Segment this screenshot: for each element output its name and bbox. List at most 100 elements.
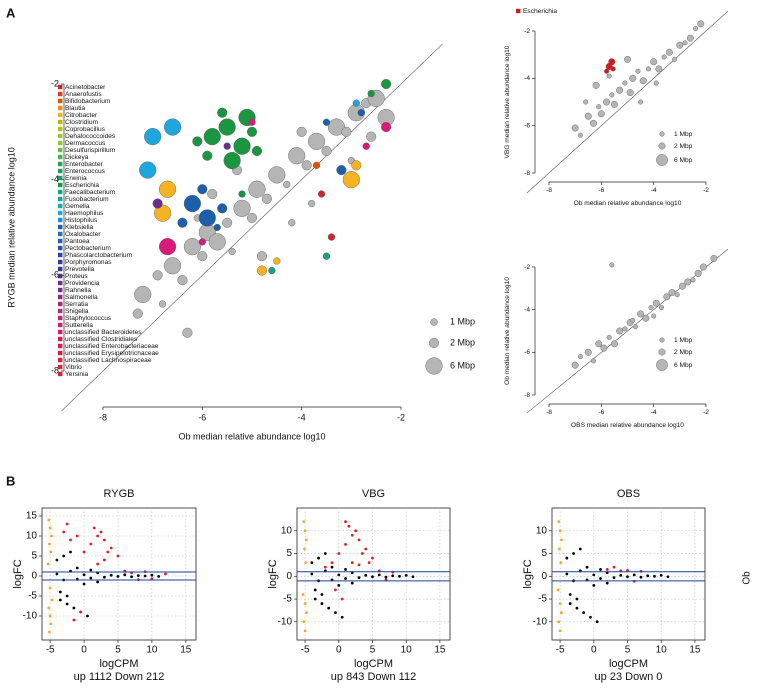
legend-swatch: [58, 210, 63, 216]
bubble: [192, 136, 203, 147]
x-tick-label: 0: [336, 645, 342, 656]
bubble: [616, 327, 624, 335]
bubble: [624, 55, 631, 63]
point: [350, 533, 354, 537]
bubble: [198, 209, 216, 227]
point: [565, 556, 569, 560]
chart-subtitle: up 23 Down 0: [595, 671, 663, 683]
legend-label: unclassified Erysipelotrichaceae: [65, 350, 159, 357]
bubble: [609, 262, 615, 268]
legend-label: Klebsiella: [65, 224, 94, 231]
point: [589, 615, 592, 619]
bubble: [233, 199, 251, 217]
y-tick-label: 5: [286, 548, 292, 559]
bubble: [362, 142, 370, 150]
bubble: [223, 152, 241, 170]
legend-swatch: [58, 224, 63, 230]
point: [344, 577, 347, 580]
bubble: [159, 180, 177, 198]
x-tick-label: -6: [598, 409, 604, 416]
legend-swatch: [58, 280, 63, 286]
bubble: [139, 161, 157, 179]
legend-swatch: [58, 119, 63, 125]
point: [619, 573, 623, 577]
chart-subtitle: up 1112 Down 212: [74, 671, 165, 683]
legend-label: Anaerofustis: [65, 91, 102, 98]
bubble: [629, 74, 637, 82]
bubble: [661, 54, 667, 60]
bubble: [256, 251, 267, 262]
point: [48, 542, 51, 546]
x-tick-label: -4: [298, 412, 306, 422]
point: [72, 618, 76, 622]
chart-title: RYGB: [104, 488, 135, 500]
legend-swatch: [58, 196, 63, 202]
legend-swatch: [58, 364, 63, 370]
point: [344, 543, 347, 546]
legend-swatch: [58, 98, 63, 104]
bubble: [584, 348, 592, 356]
y-tick-label: 10: [536, 525, 548, 536]
bubble: [652, 299, 660, 307]
bubble: [592, 81, 600, 89]
bubble: [159, 238, 177, 256]
legend-swatch: [58, 371, 63, 377]
point: [92, 526, 96, 530]
size-legend-circle: [656, 359, 668, 371]
legend-label: Salmonella: [65, 294, 98, 301]
size-legend-label: 2 Mbp: [450, 337, 475, 347]
x-tick-label: -4: [651, 409, 657, 416]
bubble: [154, 204, 172, 222]
bubble: [159, 300, 167, 308]
bubble: [223, 142, 231, 150]
legend-label: Dermacoccus: [65, 140, 106, 147]
plot-frame: [551, 507, 706, 641]
x-tick-label: 15: [689, 645, 701, 656]
point: [565, 572, 569, 576]
legend-swatch: [58, 238, 63, 244]
point: [116, 554, 120, 558]
point: [75, 566, 79, 570]
y-tick-label: -5: [28, 591, 37, 602]
bubble: [327, 118, 345, 136]
y-tick-label: 15: [26, 511, 38, 522]
bubble: [164, 257, 182, 275]
point: [58, 598, 62, 602]
size-legend-circle: [658, 348, 666, 356]
legend-label: Oxalobacter: [65, 231, 101, 238]
legend-label: Enterobacter: [65, 161, 104, 168]
legend-label: Porphyromonas: [65, 259, 112, 266]
legend-swatch: [58, 245, 63, 251]
x-axis-label: logCPM: [354, 658, 393, 670]
bubble: [616, 86, 624, 94]
legend-label: Fusobacterium: [65, 196, 109, 203]
legend-label: Prevotella: [65, 266, 95, 273]
point: [65, 522, 69, 526]
point: [310, 561, 314, 565]
point: [632, 573, 636, 577]
y-tick-label: -2: [51, 78, 59, 88]
bubble: [676, 41, 684, 49]
point: [305, 611, 308, 615]
point: [49, 550, 53, 554]
legend-swatch: [58, 175, 63, 181]
bubble: [637, 310, 645, 318]
legend-label: Coprobacillus: [65, 126, 106, 133]
point: [62, 530, 66, 534]
x-tick-label: -8: [546, 187, 552, 194]
bubble: [301, 160, 312, 171]
point: [109, 573, 113, 577]
bubble: [351, 160, 362, 171]
legend-label: Serratia: [65, 301, 88, 308]
y-tick-label: -4: [51, 174, 59, 184]
y-tick-label: -6: [51, 270, 59, 280]
x-axis-label: OBS median relative abundance log10: [571, 422, 684, 429]
bubble: [694, 269, 702, 277]
x-tick-label: -2: [703, 409, 709, 416]
bubble: [665, 48, 673, 56]
point: [123, 573, 127, 577]
size-legend-circle: [658, 142, 666, 150]
plot-frame: [296, 507, 451, 641]
point: [371, 556, 374, 560]
point: [303, 529, 307, 533]
